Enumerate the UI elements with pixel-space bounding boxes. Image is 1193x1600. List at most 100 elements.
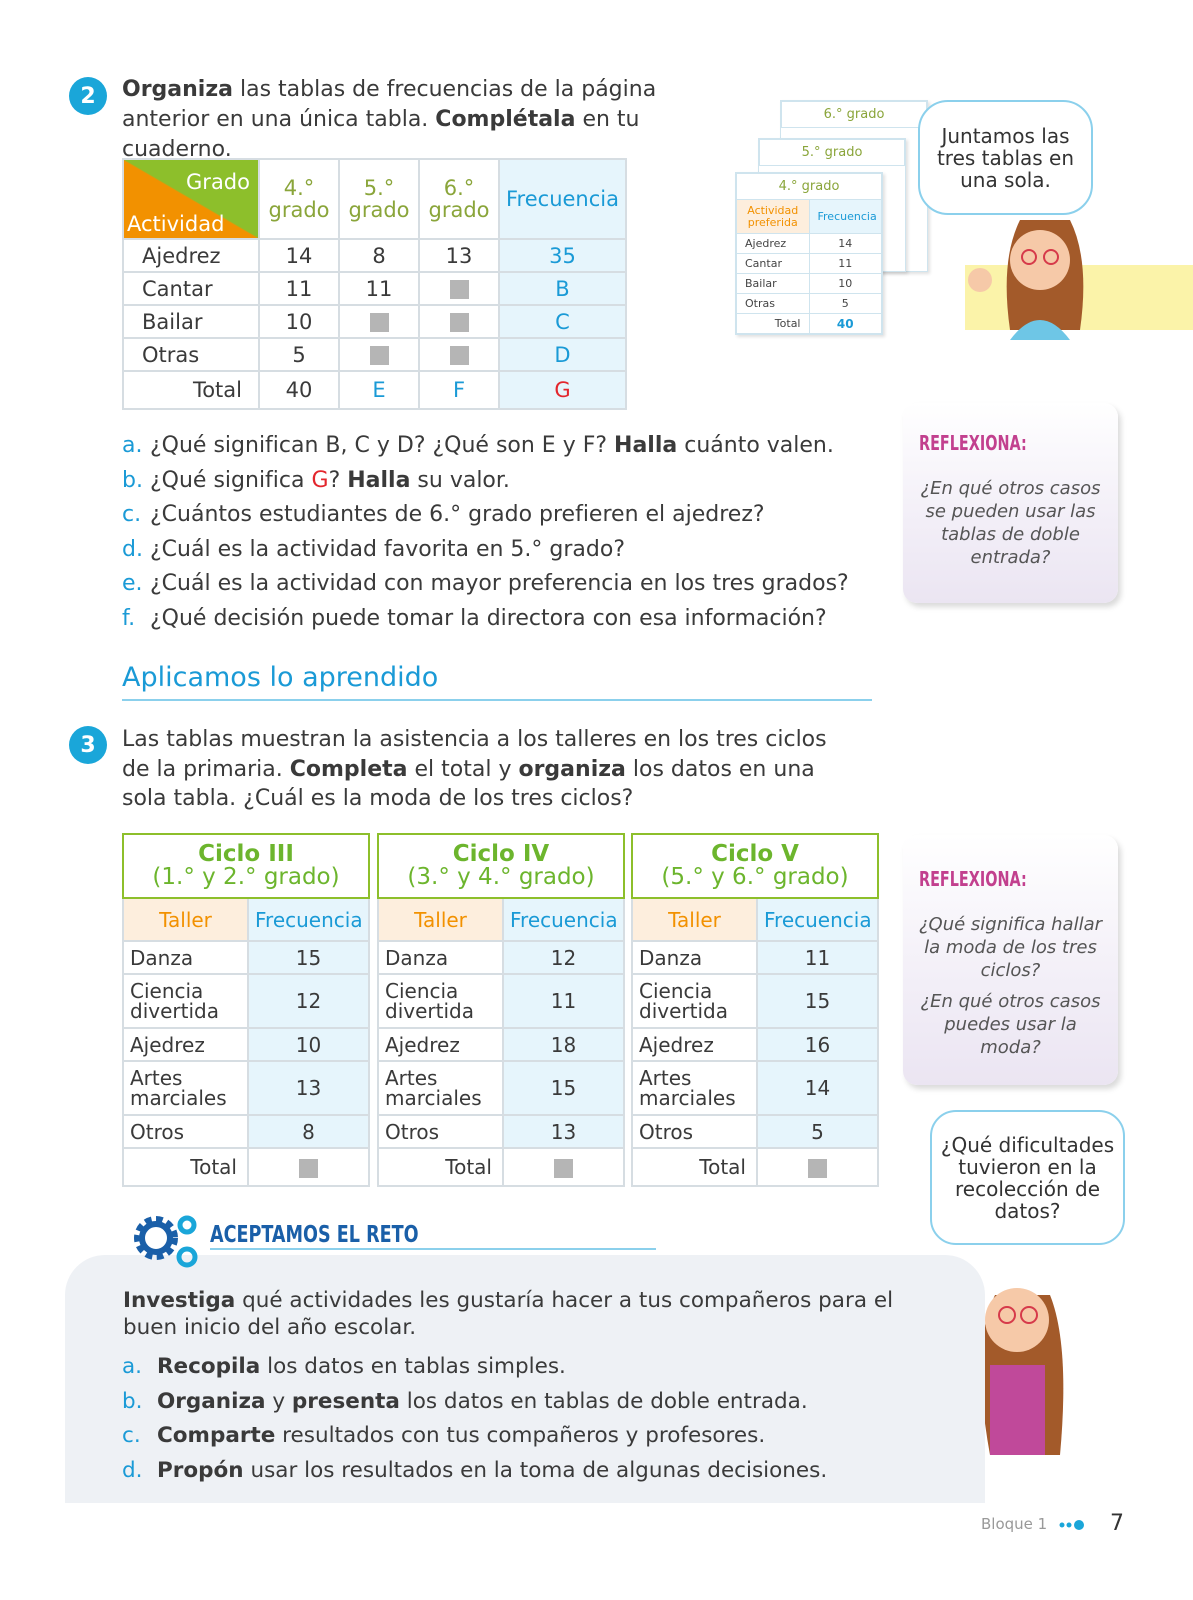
- row-label: Artes marciales: [631, 1060, 758, 1116]
- row-label: Cantar: [122, 271, 260, 306]
- text-run: ?: [328, 467, 348, 493]
- question-letter: f.: [122, 605, 136, 631]
- row-label: Otras: [122, 337, 260, 372]
- mini-header: Frecuencia: [808, 199, 882, 234]
- text-run: las tablas de frecuencias de la página a…: [122, 77, 657, 132]
- row: Ajedrez 14: [736, 233, 882, 254]
- question: a. ¿Qué significan B, C y D? ¿Qué son E y…: [122, 429, 882, 464]
- text-run: ¿Cuántos estudiantes de 6.° grado prefie…: [150, 502, 765, 527]
- header-row: Taller Frecuencia: [122, 897, 371, 942]
- challenge-box: [65, 1255, 985, 1503]
- cell: 10: [246, 1027, 371, 1062]
- total-row: Total 40: [736, 313, 882, 334]
- gear: [177, 1215, 197, 1235]
- cell: 40: [258, 370, 340, 410]
- girl-illustration: [959, 1288, 1064, 1455]
- title-row: 6.° grado: [781, 101, 927, 128]
- hidden-value: [449, 280, 469, 299]
- row: Otras 5: [736, 293, 882, 314]
- row-label: Ajedrez: [377, 1027, 504, 1062]
- table: 6.° grado: [781, 101, 927, 128]
- cycle-table: Ciclo V (5.° y 6.° grado) Taller Frecuencia…: [630, 833, 880, 1187]
- row-label: Otras: [736, 293, 810, 314]
- hidden-value: [299, 1159, 318, 1178]
- challenge-item: c. Comparte resultados con tus compañeros…: [122, 1419, 942, 1454]
- footer-dots: [1059, 1520, 1084, 1530]
- gear: [139, 1221, 173, 1255]
- header-row: Taller Frecuencia: [631, 897, 880, 942]
- row-label: Ajedrez: [736, 233, 810, 254]
- text-run: los datos en tablas simples.: [260, 1354, 566, 1379]
- cell: 18: [501, 1027, 626, 1062]
- total-row: Total 40 E F G: [122, 370, 627, 410]
- reflect-text: ¿En qué otros casos se pueden usar las t…: [920, 478, 1101, 568]
- row-label: Danza: [377, 940, 504, 975]
- cell: 11: [258, 271, 340, 306]
- face: [985, 1288, 1049, 1352]
- corner-bottom: Actividad: [127, 212, 225, 236]
- cell: F: [418, 370, 500, 410]
- cell: B: [498, 271, 627, 306]
- question: f. ¿Qué decisión puede tomar la directora…: [122, 602, 882, 637]
- row-label: Cantar: [736, 253, 810, 274]
- cell: 16: [755, 1027, 880, 1062]
- cell: 15: [246, 940, 371, 975]
- cell: 8: [338, 238, 420, 273]
- hidden-value: [369, 346, 389, 365]
- item-letter: b.: [122, 1388, 143, 1414]
- mini-table: 4.° grado Actividad preferida Frecuencia Aj…: [735, 172, 883, 335]
- row-label: Ciencia divertida: [631, 973, 758, 1029]
- row-label: Total: [736, 313, 810, 334]
- footer-block: Bloque 1: [981, 1515, 1048, 1533]
- reflect-box: REFLEXIONA: ¿En qué otros casos se pueden…: [903, 403, 1118, 603]
- shirt: [990, 1365, 1045, 1455]
- column-header: Frecuencia: [501, 897, 626, 942]
- cell: 13: [501, 1114, 626, 1149]
- row-label: Total: [377, 1147, 504, 1187]
- cycle-name: Ciclo III: [198, 841, 294, 867]
- challenge-title: ACEPTAMOS EL RETO: [210, 1222, 656, 1250]
- reflect-text: ¿En qué otros casos puedes usar la moda?: [920, 991, 1101, 1058]
- text-run: Organiza: [122, 77, 233, 102]
- question-letter: b.: [122, 467, 143, 493]
- cell: 12: [501, 940, 626, 975]
- row: Ciencia divertida 12: [122, 973, 371, 1029]
- row-label: Ciencia divertida: [377, 973, 504, 1029]
- text-run: qué actividades les gustaría hacer a tus…: [123, 1288, 894, 1340]
- cell: D: [498, 337, 627, 372]
- glasses: [1043, 249, 1059, 265]
- text-run: Las tablas muestran la asistencia a los …: [122, 727, 827, 782]
- row-label: Otros: [122, 1114, 249, 1149]
- text-run: Investiga: [123, 1288, 236, 1313]
- item-letter: c.: [122, 1423, 141, 1448]
- cell: 10: [808, 273, 882, 294]
- text-run: usar los resultados en la toma de alguna…: [243, 1457, 828, 1483]
- hidden-value: [554, 1159, 573, 1178]
- cell: [418, 304, 500, 339]
- frequency-table: Grado Actividad 4.° grado 5.° grado 6.° grad…: [122, 158, 627, 410]
- cell: [338, 337, 420, 372]
- cell: 14: [808, 233, 882, 254]
- reflect-title: REFLEXIONA:: [919, 431, 1027, 455]
- face: [1010, 230, 1070, 290]
- text-run: G: [311, 467, 329, 493]
- text-run: Completa: [289, 756, 408, 782]
- text-run: ¿Cuál es la actividad favorita en 5.° gr…: [150, 536, 626, 562]
- item-letter: d.: [122, 1457, 143, 1483]
- challenge-item: b. Organiza y presenta los datos en tabla…: [122, 1385, 942, 1420]
- column-header: 5.° grado: [338, 158, 420, 240]
- text-run: ¿Qué decisión puede tomar la directora c…: [150, 605, 827, 631]
- cycle-title: Ciclo IV (3.° y 4.° grado): [376, 833, 626, 899]
- bubble-text: ¿Qué dificultades tuvieron en la recolec…: [940, 1132, 1115, 1223]
- text-run: los datos en una sola tabla. ¿Cuál es la…: [122, 756, 815, 812]
- section-title: Aplicamos lo aprendido: [122, 662, 872, 701]
- cycle-name: Ciclo V: [711, 841, 799, 867]
- row-label: Danza: [631, 940, 758, 975]
- text-run: Halla: [614, 433, 678, 458]
- reflect-title: REFLEXIONA:: [919, 867, 1027, 891]
- glasses: [1021, 249, 1037, 265]
- column-header: Taller: [122, 897, 249, 942]
- text-run: en tu cuaderno.: [122, 107, 640, 162]
- shirt: [1010, 320, 1070, 340]
